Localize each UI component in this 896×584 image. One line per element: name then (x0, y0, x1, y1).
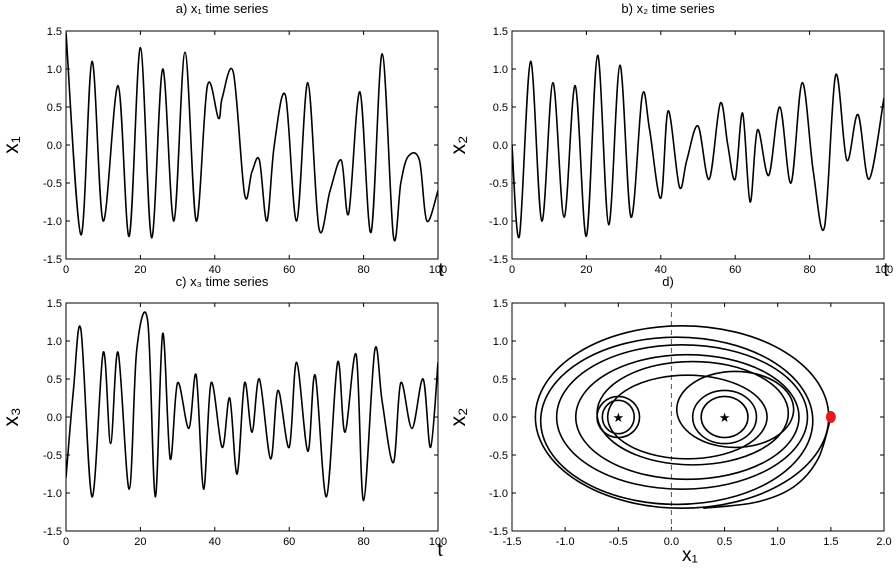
x-tick-label: 100 (429, 536, 447, 548)
x-tick-label: 2.0 (876, 536, 891, 548)
panel-d: 1.5 1.0 0.5 0.0 -0.5 -1.0 -1.5-1.5 -1.0 -0.5 0.0 0… (447, 274, 892, 566)
y-tick-label: 0.5 (493, 102, 508, 114)
y-tick-label: 1.0 (47, 64, 62, 76)
start-point-marker (825, 411, 836, 423)
y-tick-label: -0.5 (43, 178, 62, 190)
x-tick-label: 0.0 (664, 536, 679, 548)
x-tick-label: 40 (655, 264, 667, 276)
x-tick-label: -0.5 (609, 536, 628, 548)
x-tick-label: 40 (209, 264, 221, 276)
panel-title: a) x₁ time series (176, 1, 269, 16)
trajectory-orbit (539, 336, 814, 506)
y-tick-label: -1.5 (43, 526, 62, 538)
x-tick-label: 60 (283, 264, 295, 276)
panel-title: d) (662, 274, 674, 289)
x-tick-label: 20 (134, 536, 146, 548)
x-tick-label: 40 (209, 536, 221, 548)
panel-title: b) x₂ time series (621, 1, 715, 16)
y-tick-label: 1.0 (493, 336, 508, 348)
series-line (512, 54, 884, 239)
x-tick-label: 20 (134, 264, 146, 276)
y-tick-label: -1.0 (43, 488, 62, 500)
trajectory-orbit (596, 360, 790, 466)
trajectory-orbit (555, 343, 809, 490)
panel-c: 1.5 1.0 0.5 0.0 -0.5 -1.0 -1.50 20 40 60 80 100 c) x… (0, 274, 447, 561)
y-tick-label: 1.5 (493, 26, 508, 38)
plot-frame (511, 30, 885, 260)
panel-a: 1.5 1.0 0.5 0.0 -0.5 -1.0 -1.50 20 40 60 80 100 a) x… (0, 1, 447, 281)
trajectory-orbit (700, 395, 749, 439)
y-tick-label: 1.0 (493, 64, 508, 76)
y-tick-label: 1.5 (493, 298, 508, 310)
y-tick-label: 1.5 (47, 26, 62, 38)
panel-title: c) x₃ time series (176, 274, 269, 289)
y-tick-label: 0.5 (47, 102, 62, 114)
x-tick-label: 60 (729, 264, 741, 276)
x-tick-label: 0 (63, 536, 69, 548)
trajectory-tail (703, 416, 832, 509)
panel-b: 1.5 1.0 0.5 0.0 -0.5 -1.0 -1.50 20 40 60 80 100 b) x… (447, 1, 893, 281)
x-tick-label: 100 (429, 264, 447, 276)
y-axis-label: x₂ (447, 408, 470, 427)
y-tick-label: 0.0 (47, 140, 62, 152)
y-tick-label: 0.0 (493, 412, 508, 424)
series-line (66, 32, 438, 242)
y-tick-label: 0.5 (47, 374, 62, 386)
x-tick-label: 0 (63, 264, 69, 276)
x-tick-label: -1.5 (503, 536, 522, 548)
trajectory-orbit (606, 374, 768, 460)
plot-frame (65, 302, 439, 532)
trajectory-orbit (574, 353, 800, 481)
y-tick-label: -1.5 (489, 254, 508, 266)
y-tick-label: -1.5 (43, 254, 62, 266)
x-tick-label: 80 (803, 264, 815, 276)
equilibrium-star-icon: ★ (719, 410, 731, 425)
plot-frame (65, 30, 439, 260)
y-axis-label: x₃ (0, 407, 23, 426)
trajectory-orbit (534, 324, 830, 509)
x-tick-label: 60 (283, 536, 295, 548)
x-axis-label: x₁ (682, 545, 698, 566)
trajectory-orbit (601, 399, 636, 435)
y-tick-label: 1.0 (47, 336, 62, 348)
x-axis-label: t (438, 260, 444, 281)
y-tick-label: 0.0 (493, 140, 508, 152)
y-axis-label: x₁ (0, 136, 23, 154)
y-tick-label: -0.5 (489, 178, 508, 190)
x-tick-label: 1.0 (770, 536, 785, 548)
y-tick-label: -1.0 (43, 216, 62, 228)
x-tick-label: 0.5 (717, 536, 732, 548)
x-axis-label: t (437, 540, 443, 561)
y-tick-label: 1.5 (47, 298, 62, 310)
x-axis-label: t (883, 260, 889, 281)
y-tick-label: -1.0 (489, 488, 508, 500)
x-tick-label: -1.0 (556, 536, 575, 548)
y-tick-label: 0.5 (493, 374, 508, 386)
y-tick-label: -0.5 (43, 450, 62, 462)
x-tick-label: 100 (875, 264, 893, 276)
trajectory-orbit (675, 370, 795, 449)
x-tick-label: 1.5 (823, 536, 838, 548)
series-line (66, 311, 438, 502)
x-tick-label: 20 (580, 264, 592, 276)
y-tick-label: 0.0 (47, 412, 62, 424)
x-tick-label: 80 (357, 264, 369, 276)
y-axis-label: x₂ (447, 136, 470, 155)
y-tick-label: -1.0 (489, 216, 508, 228)
x-tick-label: 80 (357, 536, 369, 548)
equilibrium-star-icon: ★ (612, 410, 624, 425)
y-tick-label: -0.5 (489, 450, 508, 462)
trajectory-orbit (691, 389, 758, 445)
x-tick-label: 0 (509, 264, 515, 276)
y-tick-label: -1.5 (489, 526, 508, 538)
